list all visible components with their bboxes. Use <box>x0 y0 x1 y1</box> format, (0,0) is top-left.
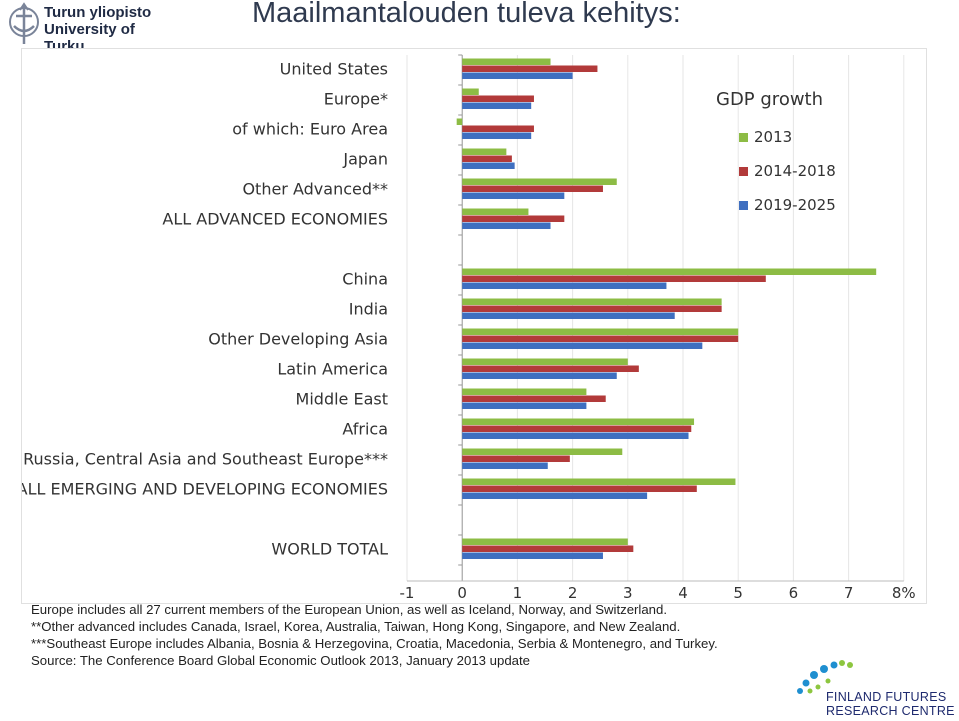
bar <box>462 425 692 432</box>
bar <box>462 328 739 335</box>
bar <box>462 222 551 229</box>
ffrc-logo <box>792 655 957 721</box>
bar <box>462 58 551 65</box>
footnote-europe: Europe includes all 27 current members o… <box>31 602 668 617</box>
bar <box>462 72 573 79</box>
category-label: of which: Euro Area <box>232 120 388 139</box>
category-label: Japan <box>342 150 388 169</box>
bar <box>462 65 598 72</box>
bar <box>462 365 639 372</box>
bar <box>462 312 675 319</box>
category-label: Latin America <box>277 360 388 379</box>
footnote-southeast-europe: ***Southeast Europe includes Albania, Bo… <box>31 636 718 651</box>
university-crest-icon <box>9 2 39 44</box>
bar <box>462 418 695 425</box>
chart-svg: United States Europe* of which: Euro Area J… <box>17 54 916 602</box>
x-tick-label: 6 <box>789 584 799 602</box>
bar <box>462 192 565 199</box>
bar <box>462 298 722 305</box>
bar <box>462 132 532 139</box>
x-tick-label: -1 <box>400 584 415 602</box>
bar <box>462 178 617 185</box>
x-tick-label: 7 <box>844 584 854 602</box>
bar <box>462 208 529 215</box>
bar <box>462 162 515 169</box>
ffrc-name: FINLAND FUTURES RESEARCH CENTRE <box>826 690 955 718</box>
category-label: India <box>349 300 388 319</box>
x-tick-label: 5 <box>733 584 743 602</box>
bar <box>462 88 479 95</box>
category-label: Africa <box>342 420 388 439</box>
bar <box>462 95 534 102</box>
bar <box>462 275 766 282</box>
bar <box>462 125 534 132</box>
x-tick-labels: -1 0 1 2 3 4 5 6 7 8% <box>400 584 916 602</box>
bar <box>462 432 689 439</box>
x-tick-label: 4 <box>678 584 688 602</box>
legend-swatch <box>739 201 748 210</box>
bar <box>462 538 628 545</box>
bar <box>462 358 628 365</box>
legend-label: 2019-2025 <box>754 196 836 214</box>
bar <box>462 462 548 469</box>
bar <box>462 448 623 455</box>
category-label: ALL ADVANCED ECONOMIES <box>162 210 388 229</box>
university-logo: Turun yliopisto University of Turku <box>4 2 174 55</box>
category-labels: United States Europe* of which: Euro Area J… <box>17 60 388 559</box>
legend-swatch <box>739 167 748 176</box>
bar <box>462 185 603 192</box>
bar <box>462 342 703 349</box>
bar <box>462 545 634 552</box>
source-note: Source: The Conference Board Global Econ… <box>31 653 530 668</box>
legend-label: 2014-2018 <box>754 162 836 180</box>
legend-title: GDP growth <box>716 89 823 110</box>
ffrc-swirl-icon <box>797 660 853 694</box>
bar <box>462 215 565 222</box>
category-label: Other Developing Asia <box>208 330 388 349</box>
category-label: China <box>342 270 388 289</box>
bar <box>462 552 603 559</box>
bar <box>462 282 667 289</box>
x-tick-label: 8% <box>892 584 916 602</box>
bar <box>462 478 736 485</box>
legend-swatch <box>739 133 748 142</box>
bar <box>462 305 722 312</box>
bar <box>462 485 697 492</box>
legend-label: 2013 <box>754 128 792 146</box>
bar <box>462 402 587 409</box>
category-label: Russia, Central Asia and Southeast Europ… <box>23 450 388 469</box>
x-tick-label: 0 <box>457 584 467 602</box>
bar <box>462 388 587 395</box>
bar <box>462 155 512 162</box>
bar <box>462 395 606 402</box>
ffrc-line1: FINLAND FUTURES <box>826 690 947 704</box>
footnotes: Europe includes all 27 current members o… <box>31 601 731 669</box>
x-tick-label: 2 <box>568 584 578 602</box>
category-label: ALL EMERGING AND DEVELOPING ECONOMIES <box>22 480 388 499</box>
university-name-fi: Turun yliopisto <box>44 4 152 21</box>
grid-layer <box>406 54 905 582</box>
bar <box>462 335 739 342</box>
category-label: Other Advanced** <box>242 180 388 199</box>
ffrc-line2: RESEARCH CENTRE <box>826 704 955 718</box>
page-title: Maailmantalouden tuleva kehitys: <box>252 0 681 29</box>
bar <box>462 492 648 499</box>
legend: GDP growth 2013 2014-2018 2019-2025 <box>716 89 836 214</box>
bar <box>462 455 570 462</box>
bar <box>462 268 877 275</box>
category-label: Middle East <box>296 390 388 409</box>
category-label: Europe* <box>324 90 388 109</box>
bars-layer <box>456 58 877 559</box>
bar <box>462 102 532 109</box>
x-tick-label: 3 <box>623 584 633 602</box>
x-tick-label: 1 <box>513 584 523 602</box>
gdp-growth-chart: United States Europe* of which: Euro Area J… <box>17 48 927 604</box>
bar <box>462 372 617 379</box>
bar <box>456 118 463 125</box>
category-label: WORLD TOTAL <box>271 540 388 559</box>
footnote-other-advanced: **Other advanced includes Canada, Israel… <box>31 619 681 634</box>
bar <box>462 148 507 155</box>
category-label: United States <box>280 60 388 79</box>
